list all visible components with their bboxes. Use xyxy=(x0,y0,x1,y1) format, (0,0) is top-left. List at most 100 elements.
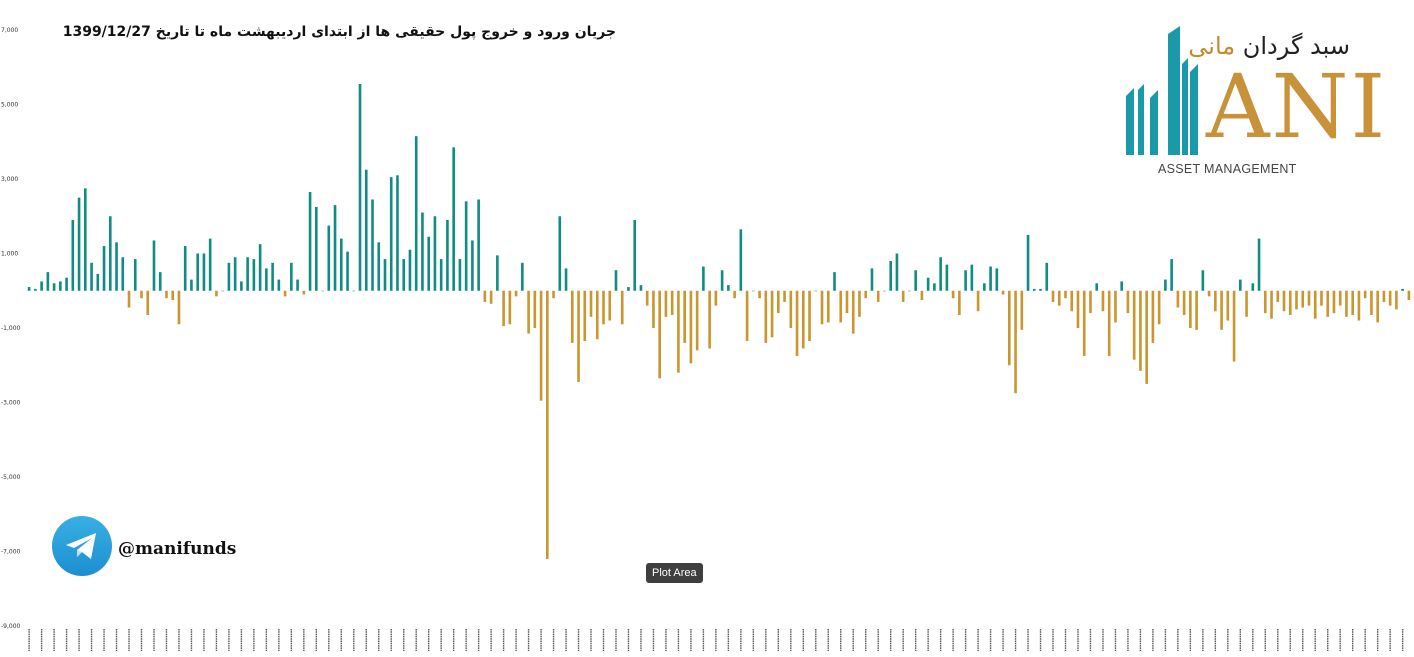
bar xyxy=(446,219,449,291)
bar xyxy=(196,253,199,291)
bar xyxy=(1195,290,1198,330)
logo-brand-letters: ANI xyxy=(1206,55,1388,158)
bar xyxy=(233,257,237,291)
bar xyxy=(1220,290,1223,330)
bar xyxy=(820,290,824,325)
bar xyxy=(883,290,886,292)
bar xyxy=(40,281,43,291)
bar xyxy=(121,257,125,291)
bar xyxy=(190,279,193,291)
plot-area-tooltip: Plot Area xyxy=(646,563,703,583)
bar xyxy=(752,290,755,292)
bar xyxy=(770,290,774,338)
bar xyxy=(777,290,780,314)
bar xyxy=(227,262,231,291)
bar xyxy=(533,290,537,328)
bar xyxy=(1388,290,1392,306)
bar xyxy=(789,290,793,328)
bar xyxy=(414,136,418,291)
y-tick-label: -5,000 xyxy=(1,474,21,481)
bar xyxy=(1239,279,1242,291)
bar xyxy=(1326,290,1330,317)
bar xyxy=(589,290,593,317)
bar xyxy=(527,290,530,334)
bar xyxy=(1345,290,1348,317)
bar xyxy=(489,290,493,304)
bar xyxy=(895,253,899,291)
bar xyxy=(396,175,399,291)
bar xyxy=(290,262,293,291)
bar xyxy=(1114,290,1117,323)
logo-bars-graphic xyxy=(1126,26,1198,155)
bar xyxy=(851,290,855,334)
bar xyxy=(1045,262,1049,291)
bar xyxy=(864,290,868,299)
bar xyxy=(620,290,624,325)
bar xyxy=(1395,290,1398,310)
bar xyxy=(1064,290,1067,299)
bar xyxy=(1107,290,1111,356)
bar xyxy=(795,290,799,356)
bar xyxy=(1276,290,1280,302)
bar xyxy=(664,290,668,317)
bar xyxy=(1020,290,1024,330)
bar xyxy=(683,290,686,343)
bar xyxy=(876,290,880,302)
bar xyxy=(1251,283,1255,291)
bar xyxy=(246,257,249,291)
telegram-handle[interactable]: @manifunds xyxy=(118,539,237,559)
y-tick-label: 7,000 xyxy=(1,27,18,34)
bar xyxy=(96,273,100,291)
bar xyxy=(1101,290,1105,312)
bar xyxy=(46,272,50,291)
bar xyxy=(939,257,942,291)
bar xyxy=(1363,290,1367,299)
bar xyxy=(702,266,705,291)
bar xyxy=(714,290,718,306)
bar xyxy=(433,216,437,291)
bar xyxy=(1307,290,1311,306)
bar xyxy=(52,283,56,291)
telegram-link[interactable] xyxy=(52,511,112,585)
bar xyxy=(826,290,830,323)
chart-title: جریان ورود و خروج پول حقیقی ها از ابتدای… xyxy=(62,24,616,40)
bar xyxy=(689,290,693,364)
bar xyxy=(421,212,424,291)
bar xyxy=(252,259,256,291)
bar xyxy=(1001,290,1005,295)
bar xyxy=(833,272,836,291)
bar xyxy=(464,201,468,291)
bar xyxy=(1214,290,1217,312)
bar xyxy=(389,177,393,291)
bar xyxy=(108,216,112,291)
bar xyxy=(1288,290,1292,315)
y-tick-label: -9,000 xyxy=(1,623,21,630)
bar xyxy=(496,255,499,291)
bar xyxy=(889,260,892,291)
bar xyxy=(339,238,343,291)
bar xyxy=(1401,288,1404,291)
bar xyxy=(296,279,299,291)
bar xyxy=(608,290,612,321)
mani-logo: سبد گردان مانی ANI ASSET MANAGEMENT xyxy=(1120,24,1385,179)
bar xyxy=(346,251,349,291)
bar xyxy=(377,242,381,291)
bar xyxy=(958,290,961,315)
bar xyxy=(1164,279,1167,291)
bar xyxy=(1263,290,1267,314)
bar xyxy=(1295,290,1298,310)
bar xyxy=(127,290,131,308)
bar xyxy=(583,290,587,342)
bar xyxy=(71,219,75,291)
bar xyxy=(914,270,917,291)
bar xyxy=(327,225,331,291)
bar xyxy=(165,290,168,299)
bar xyxy=(514,290,518,297)
bar-series xyxy=(27,84,1411,559)
bar xyxy=(183,246,187,291)
bar xyxy=(1301,290,1305,308)
bar xyxy=(1076,290,1080,328)
bar xyxy=(633,219,637,291)
bar xyxy=(945,264,949,291)
